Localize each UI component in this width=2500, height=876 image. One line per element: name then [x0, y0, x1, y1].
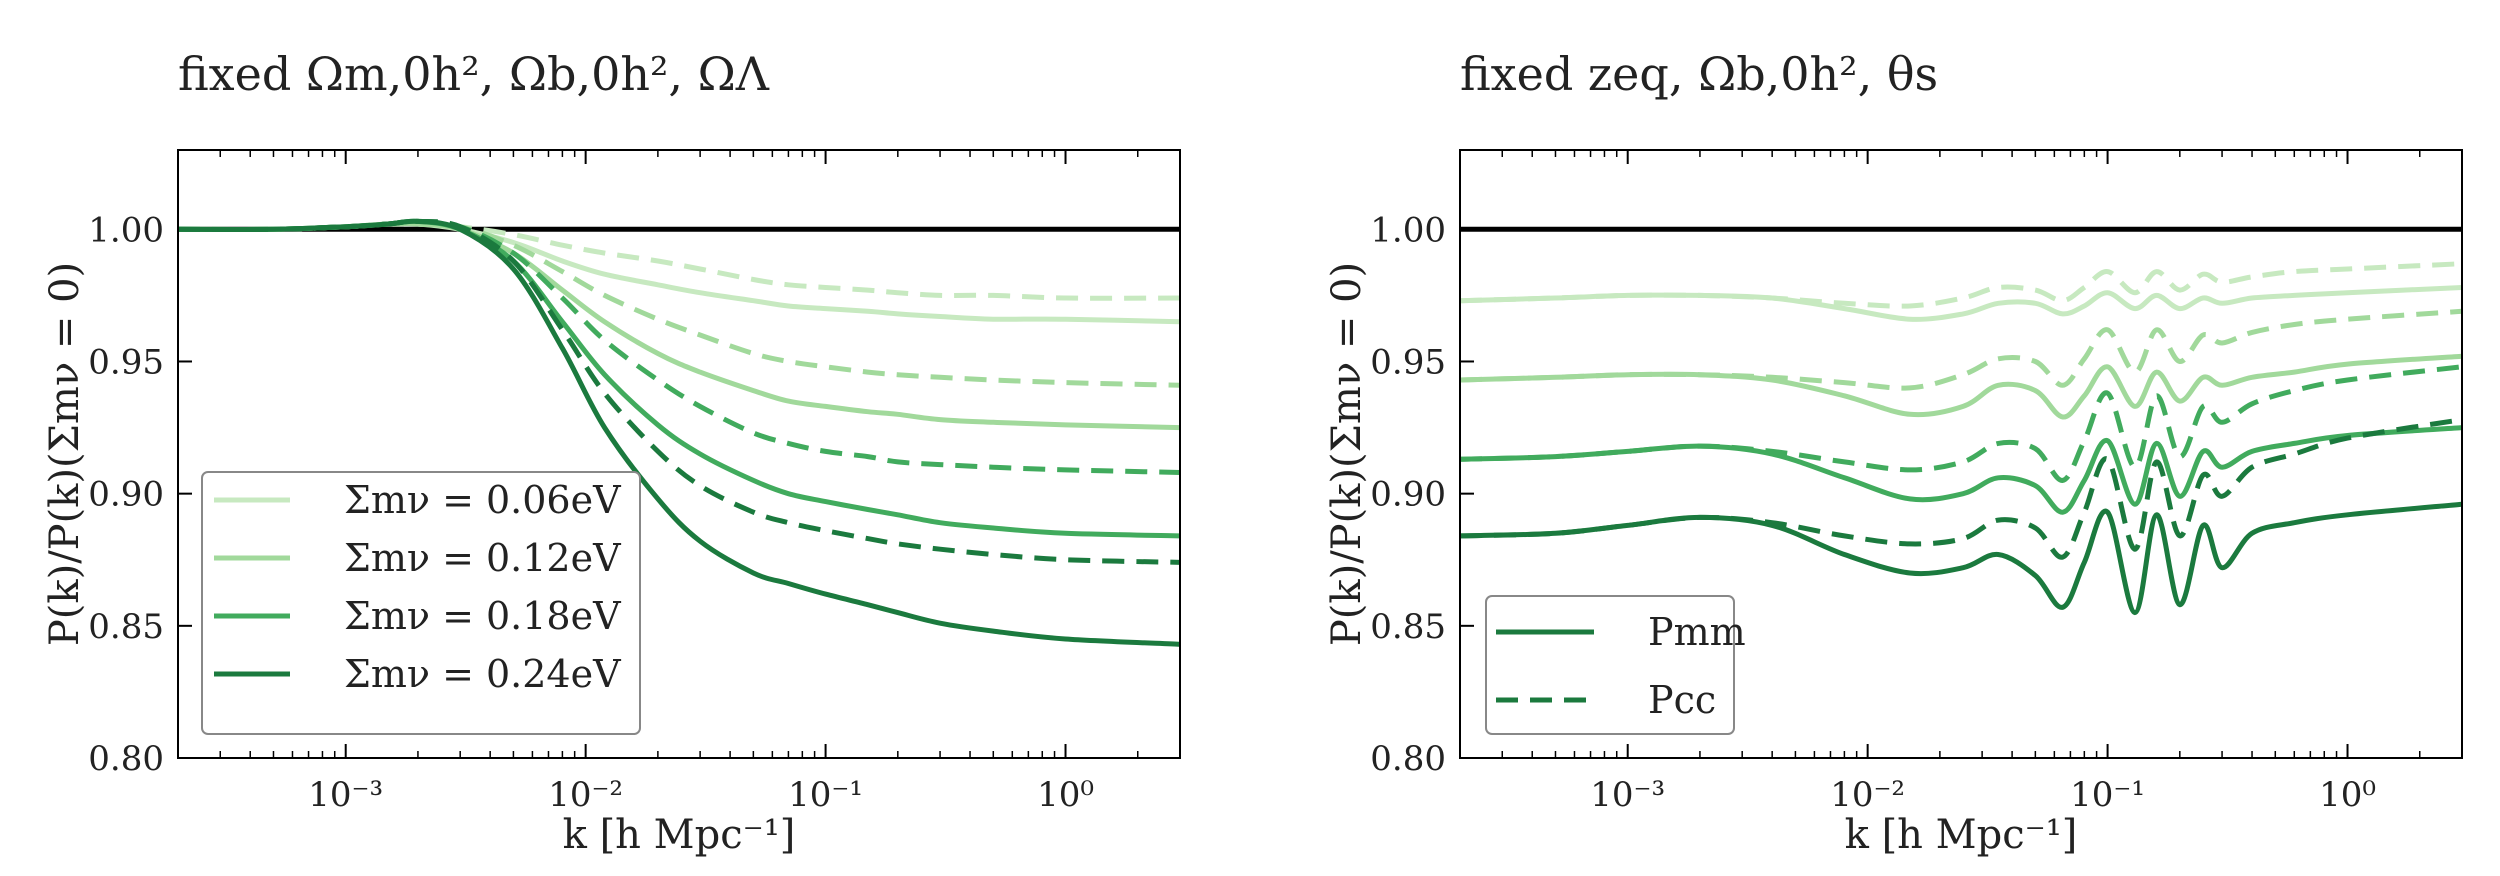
series-line: [177, 218, 1181, 565]
panel-right-x-axis-label: k [h Mpc⁻¹]: [1845, 812, 2078, 858]
series-line: [1459, 261, 2463, 309]
y-tick-label: 0.90: [1370, 475, 1446, 515]
series-line: [1459, 501, 2463, 616]
y-tick-label: 0.80: [1370, 739, 1446, 779]
x-tick-label: 10⁻²: [548, 775, 623, 815]
y-tick-label: 0.80: [88, 739, 164, 779]
x-tick-label: 10⁰: [2319, 775, 2376, 815]
legend-label: Σmν = 0.12eV: [344, 536, 621, 580]
y-tick-label: 1.00: [1370, 210, 1446, 250]
y-tick-label: 0.90: [88, 475, 164, 515]
panel-left: fixed Ωm,0h², Ωb,0h², ΩΛ 0.80 0.85 0.90 0.9…: [42, 47, 1181, 858]
legend-items: Pmm Pcc: [1496, 610, 1746, 722]
panel-right: fixed zeq, Ωb,0h², θs 0.80 0.85 0.90 0.95 1.…: [1324, 47, 2463, 858]
legend-label: Σmν = 0.06eV: [344, 478, 621, 522]
panel-left-legend: Σmν = 0.06eV Σmν = 0.12eV Σmν = 0.18eV Σmν …: [201, 471, 641, 735]
y-tick-label: 0.85: [1370, 607, 1446, 647]
panel-left-y-axis-label: P(k)/P(k)(Σmν = 0): [42, 262, 88, 646]
panel-left-title: fixed Ωm,0h², Ωb,0h², ΩΛ: [178, 47, 770, 101]
panel-left-tick-labels: 0.80 0.85 0.90 0.95 1.00 10⁻³ 10⁻² 10⁻¹ 10⁰: [88, 210, 1094, 815]
y-tick-label: 1.00: [88, 210, 164, 250]
panel-right-legend: Pmm Pcc: [1485, 595, 1746, 735]
panel-right-title: fixed zeq, Ωb,0h², θs: [1460, 47, 1938, 101]
legend-items: Σmν = 0.06eV Σmν = 0.12eV Σmν = 0.18eV Σmν …: [214, 478, 621, 696]
legend-label: Σmν = 0.18eV: [344, 594, 621, 638]
panel-right-axes-frame: [1459, 149, 2463, 759]
x-tick-label: 10⁻¹: [788, 775, 863, 815]
x-tick-label: 10⁻³: [308, 775, 383, 815]
panel-right-tick-labels: 0.80 0.85 0.90 0.95 1.00 10⁻³ 10⁻² 10⁻¹ 10⁰: [1370, 210, 2376, 815]
y-tick-label: 0.95: [88, 342, 164, 382]
legend-label: Σmν = 0.24eV: [344, 652, 621, 696]
y-tick-label: 0.85: [88, 607, 164, 647]
legend-label: Pcc: [1648, 678, 1716, 722]
series-line: [1459, 308, 2463, 391]
x-tick-label: 10⁻¹: [2070, 775, 2145, 815]
series-line: [1459, 364, 2463, 483]
legend-label: Pmm: [1648, 610, 1746, 654]
panel-right-y-axis-label: P(k)/P(k)(Σmν = 0): [1324, 262, 1370, 646]
panel-left-series: [177, 218, 1181, 647]
legend-frame: [201, 471, 641, 735]
panel-right-series: [1459, 226, 2463, 616]
panel-left-axes-frame: [177, 149, 1181, 759]
panel-left-x-axis-label: k [h Mpc⁻¹]: [563, 812, 796, 858]
x-tick-label: 10⁻³: [1590, 775, 1665, 815]
y-tick-label: 0.95: [1370, 342, 1446, 382]
x-tick-label: 10⁻²: [1830, 775, 1905, 815]
x-tick-label: 10⁰: [1037, 775, 1094, 815]
